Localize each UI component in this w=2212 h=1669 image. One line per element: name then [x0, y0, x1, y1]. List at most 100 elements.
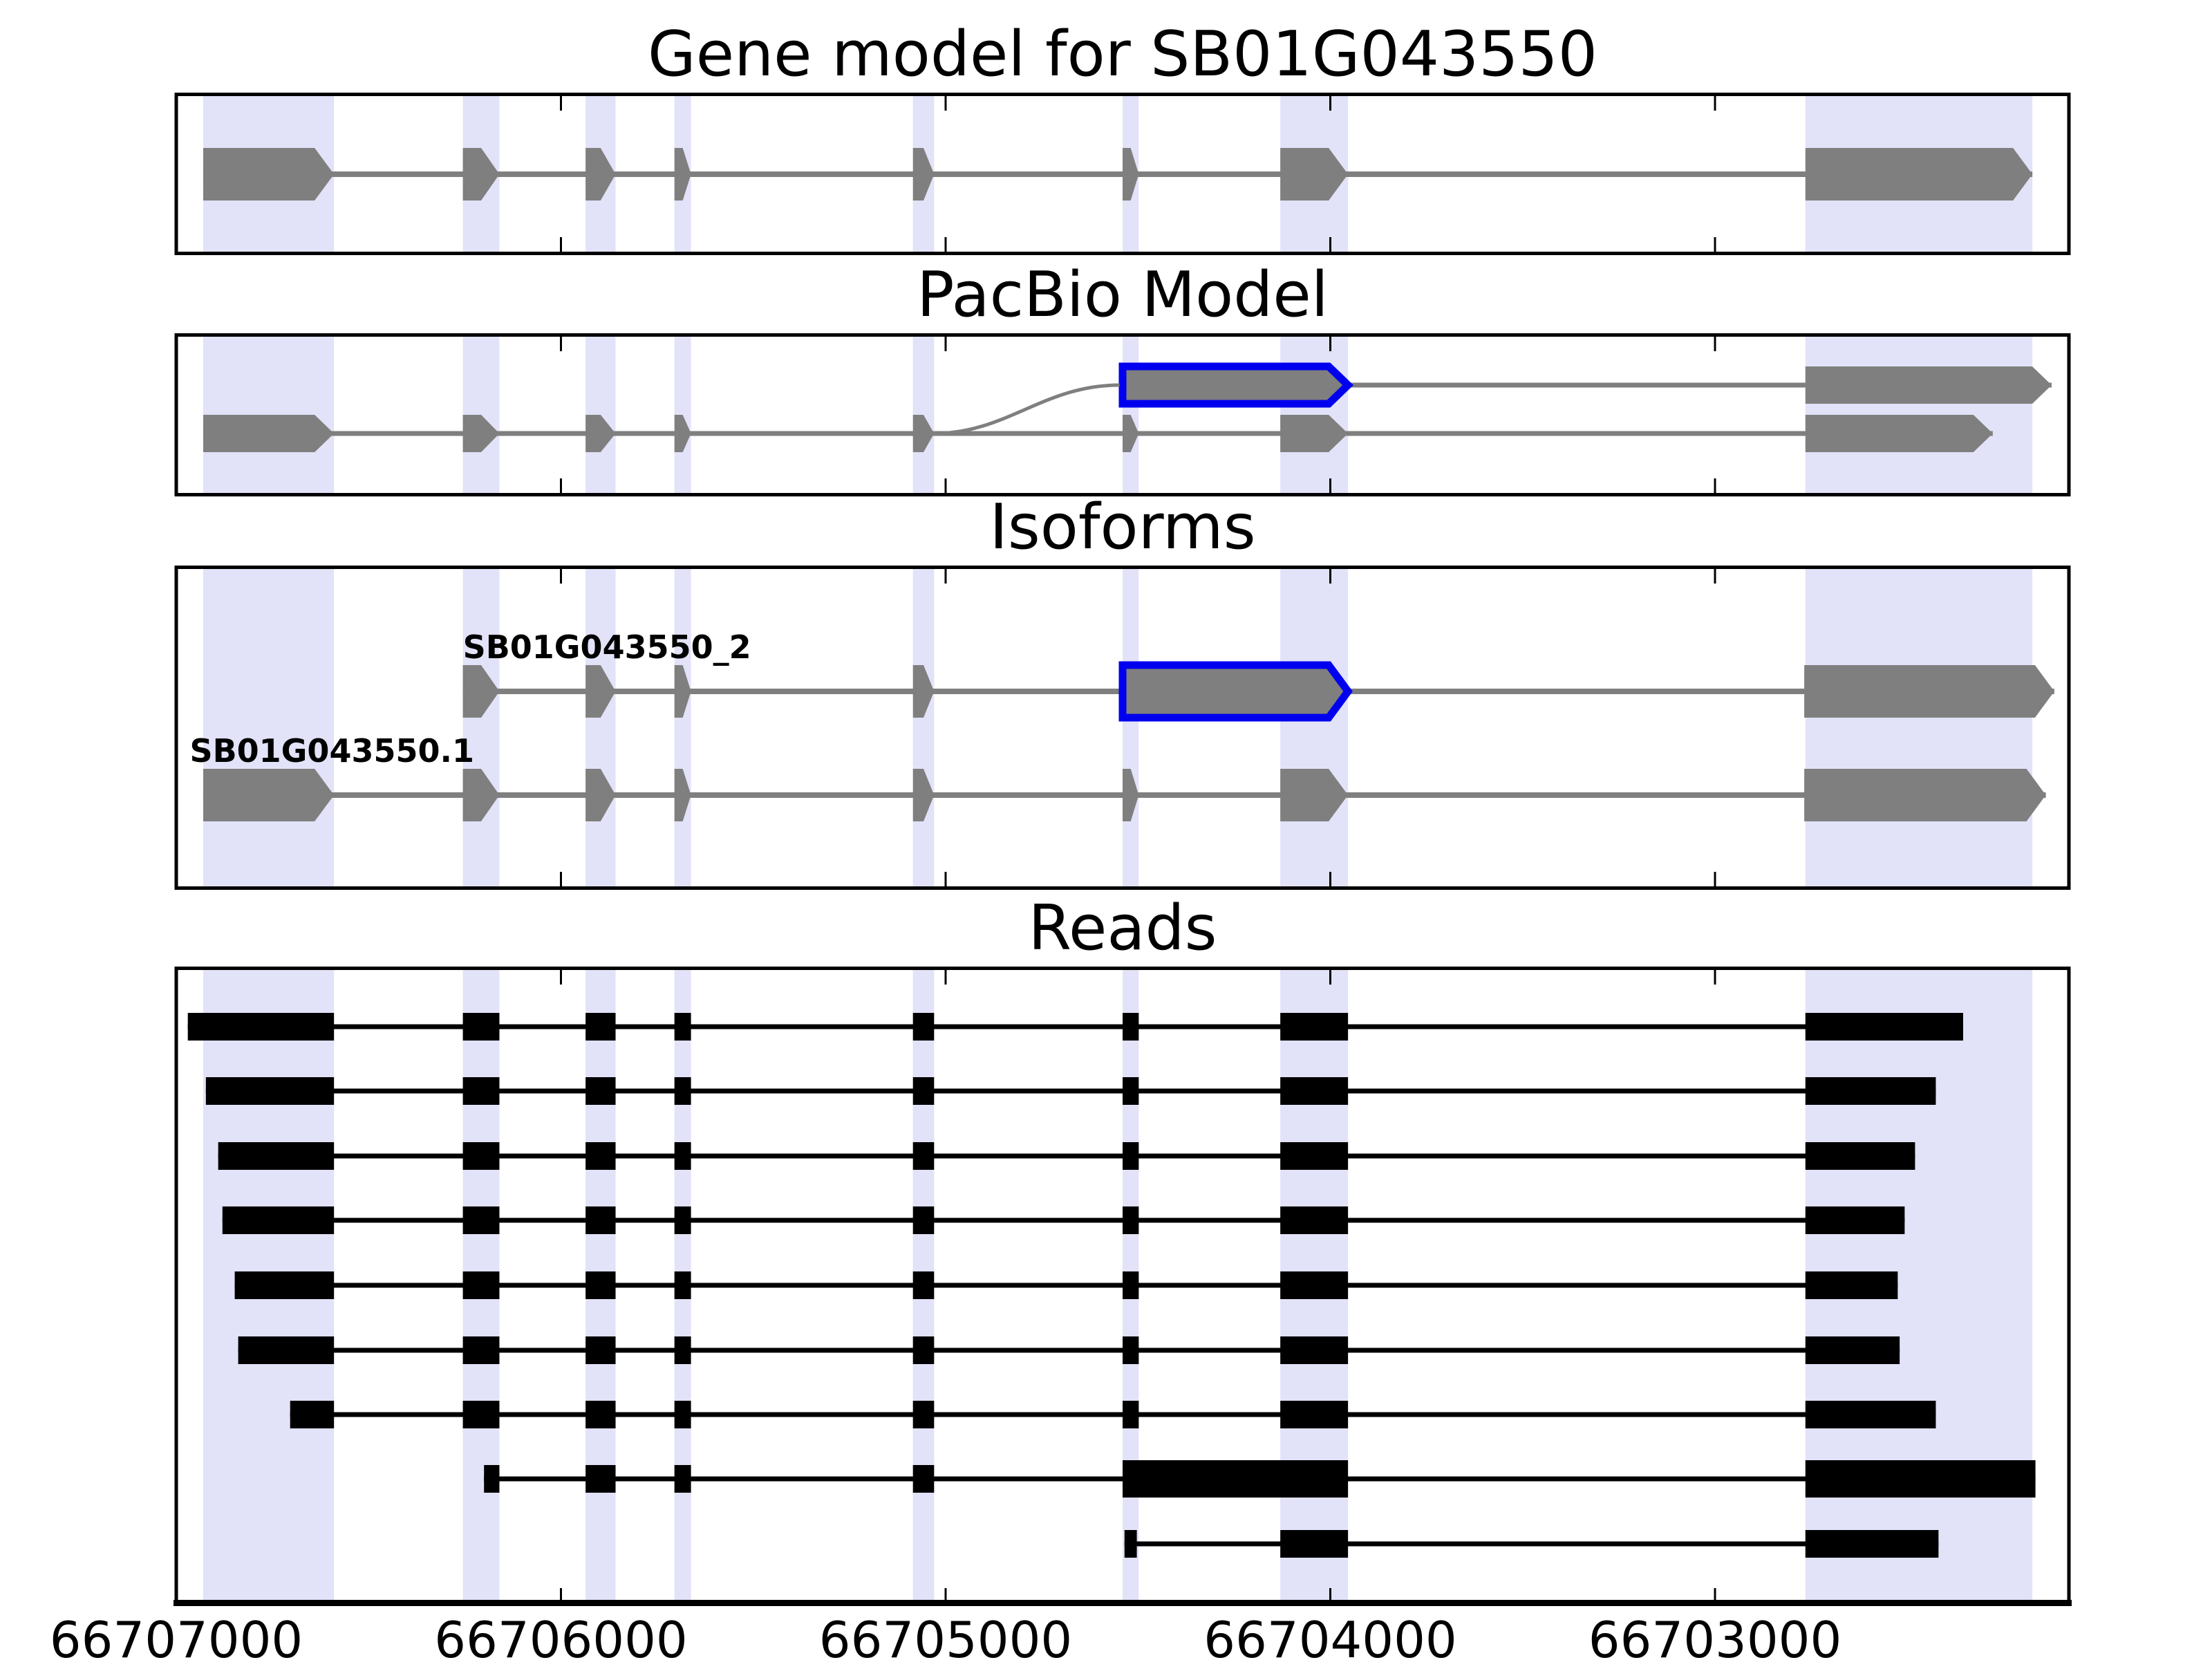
- exon-arrow: [912, 415, 935, 452]
- read-block: [1280, 1077, 1349, 1105]
- exon-arrow: [585, 148, 616, 201]
- read-block: [912, 1271, 935, 1299]
- read-block: [912, 1336, 935, 1364]
- read-block: [1805, 1401, 1936, 1428]
- read-block: [1280, 1336, 1349, 1364]
- panel-title-pacbio-model: PacBio Model: [917, 259, 1329, 331]
- exon-arrow: [585, 769, 616, 821]
- exon-arrow: [674, 665, 691, 718]
- read-block: [912, 1142, 935, 1170]
- exon-arrow: [203, 148, 335, 201]
- read-block: [1280, 1530, 1349, 1558]
- exon-arrow: [462, 769, 500, 821]
- exon-arrow: [1123, 148, 1139, 201]
- exon-arrow: [203, 415, 335, 452]
- exon-arrow: [1280, 769, 1349, 821]
- panel-border: [174, 93, 2071, 255]
- read-block: [1805, 1336, 1900, 1364]
- read-block: [222, 1206, 335, 1234]
- read-block: [1805, 1142, 1915, 1170]
- panel-reads: [174, 967, 2072, 1606]
- read-block: [187, 1013, 335, 1041]
- read-block: [1805, 1013, 1963, 1041]
- read-block: [585, 1206, 616, 1234]
- read-block: [674, 1465, 691, 1493]
- read-block: [462, 1401, 500, 1428]
- read-block: [585, 1401, 616, 1428]
- exon-arrow: [585, 665, 616, 718]
- read-block: [1123, 1401, 1139, 1428]
- panel-title-reads: Reads: [1028, 892, 1217, 964]
- panel-border: [174, 333, 2071, 496]
- read-block: [462, 1271, 500, 1299]
- exon-highlight-band: [585, 566, 616, 890]
- read-block: [1124, 1530, 1137, 1558]
- read-block: [1805, 1530, 1939, 1558]
- axis-tick-label: 66706000: [434, 1611, 688, 1669]
- exon-highlight-band: [1123, 566, 1139, 890]
- panel-border: [174, 566, 2071, 890]
- exon-highlight-band: [203, 566, 335, 890]
- read-block: [912, 1401, 935, 1428]
- read-block: [674, 1142, 691, 1170]
- exon-arrow: [1805, 148, 2033, 201]
- panel-title-gene-model: Gene model for SB01G043550: [647, 18, 1598, 91]
- read-block: [1123, 1013, 1139, 1041]
- read-block: [1280, 1013, 1349, 1041]
- read-block: [1123, 1460, 1349, 1498]
- axis-tick-label: 66703000: [1588, 1611, 1842, 1669]
- panel-isoforms: SB01G043550_2 SB01G043550.1: [174, 566, 2071, 890]
- splice-curve: [934, 383, 1120, 436]
- read-block: [912, 1013, 935, 1041]
- exon-arrow: [1123, 769, 1139, 821]
- read-block: [585, 1077, 616, 1105]
- read-block: [462, 1013, 500, 1041]
- read-block: [585, 1013, 616, 1041]
- axis-tick-label: 66707000: [49, 1611, 303, 1669]
- isoform-label: SB01G043550.1: [189, 732, 474, 770]
- panel-gene-model: [174, 93, 2071, 255]
- exon-highlight-band: [1280, 566, 1349, 890]
- read-block: [290, 1401, 335, 1428]
- exon-arrow: [462, 148, 500, 201]
- read-block: [1805, 1077, 1936, 1105]
- exon-arrow: [585, 415, 616, 452]
- axis-tick-label: 66704000: [1203, 1611, 1457, 1669]
- read-block: [674, 1206, 691, 1234]
- exon-arrow: [912, 665, 935, 718]
- read-block: [462, 1206, 500, 1234]
- exon-arrow: [1280, 415, 1349, 452]
- exon-highlight-band: [674, 566, 691, 890]
- read-block: [1280, 1271, 1349, 1299]
- exon-arrow: [912, 148, 935, 201]
- exon-arrow: [674, 769, 691, 821]
- isoform-label: SB01G043550_2: [463, 628, 751, 666]
- read-block: [1280, 1142, 1349, 1170]
- read-block: [234, 1271, 335, 1299]
- read-block: [585, 1465, 616, 1493]
- read-block: [1123, 1142, 1139, 1170]
- read-block: [674, 1013, 691, 1041]
- read-block: [585, 1271, 616, 1299]
- novel-exon-arrow: [1118, 661, 1353, 722]
- read-block: [462, 1142, 500, 1170]
- exon-arrow: [1804, 665, 2054, 718]
- read-block: [218, 1142, 335, 1170]
- panel-pacbio-model: [174, 333, 2071, 496]
- read-block: [1805, 1271, 1898, 1299]
- exon-arrow: [203, 769, 335, 821]
- read-block: [674, 1271, 691, 1299]
- read-block: [912, 1465, 935, 1493]
- read-block: [238, 1336, 335, 1364]
- read-block: [1280, 1206, 1349, 1234]
- exon-arrow: [1280, 148, 1349, 201]
- read-block: [1123, 1077, 1139, 1105]
- axis-tick-label: 66705000: [818, 1611, 1073, 1669]
- exon-arrow: [1123, 415, 1139, 452]
- read-block: [674, 1336, 691, 1364]
- panel-title-isoforms: Isoforms: [989, 491, 1256, 563]
- exon-arrow: [912, 769, 935, 821]
- read-block: [462, 1077, 500, 1105]
- read-block: [1805, 1206, 1905, 1234]
